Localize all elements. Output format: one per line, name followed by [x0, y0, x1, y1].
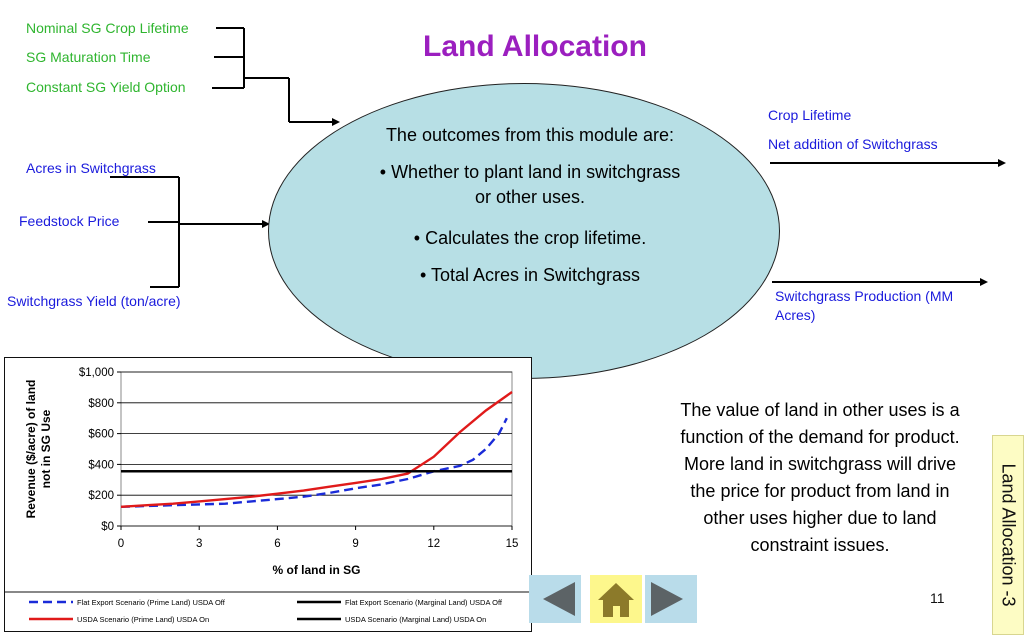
- triangle-left-icon: [543, 582, 575, 616]
- legend-label-2: Flat Export Scenario (Marginal Land) USD…: [345, 598, 503, 607]
- input-constant-sg-yield-option: Constant SG Yield Option: [26, 79, 186, 95]
- x-tick-label: 6: [274, 538, 280, 550]
- y-tick-label: $200: [88, 490, 114, 502]
- x-tick-label: 12: [427, 538, 440, 550]
- legend-label-4: USDA Scenario (Marginal Land) USDA On: [345, 615, 486, 624]
- y-axis-label-line-2: not in SG Use: [39, 409, 53, 488]
- ellipse-bullet-1-line-1: • Whether to plant land in switchgrass: [379, 162, 681, 182]
- y-tick-label: $1,000: [79, 367, 114, 379]
- output-switchgrass-production-line2: Acres): [775, 307, 816, 323]
- module-ellipse: [268, 83, 780, 379]
- chart-svg: $0 $200 $400 $600 $800 $1,000 0 3 6 9 12 15 % of lan…: [5, 367, 530, 624]
- ellipse-bullet-3: • Total Acres in Switchgrass: [419, 265, 641, 285]
- legend-label-1: Flat Export Scenario (Prime Land) USDA O…: [77, 598, 226, 607]
- input-acres-in-switchgrass: Acres in Switchgrass: [26, 160, 156, 176]
- value-paragraph: The value of land in other uses is a fun…: [650, 397, 990, 559]
- x-tick-label: 9: [352, 538, 358, 550]
- house-icon: [598, 583, 634, 617]
- ellipse-bullet-2: • Calculates the crop lifetime.: [413, 228, 647, 248]
- y-tick-label: $800: [88, 398, 114, 410]
- input-nominal-sg-crop-lifetime: Nominal SG Crop Lifetime: [26, 20, 189, 36]
- input-feedstock-price: Feedstock Price: [19, 213, 120, 229]
- revenue-chart: $0 $200 $400 $600 $800 $1,000 0 3 6 9 12 15 % of lan…: [4, 357, 532, 632]
- value-line-6: constraint issues.: [750, 535, 890, 555]
- value-line-4: the price for product from land in: [690, 481, 950, 501]
- y-tick-label: $0: [101, 521, 114, 533]
- prev-slide-button[interactable]: [529, 575, 581, 623]
- y-tick-label: $400: [88, 459, 114, 471]
- triangle-right-icon: [651, 582, 683, 616]
- ellipse-heading: The outcomes from this module are:: [385, 125, 675, 145]
- y-tick-label: $600: [88, 429, 114, 441]
- output-crop-lifetime: Crop Lifetime: [768, 107, 852, 123]
- slide-title: Land Allocation: [423, 30, 647, 63]
- value-line-3: More land in switchgrass will drive: [683, 454, 957, 474]
- y-axis-label-line-1: Revenue ($/acre) of land: [24, 380, 38, 519]
- input-sg-maturation-time: SG Maturation Time: [26, 49, 151, 65]
- x-tick-label: 3: [196, 538, 202, 550]
- value-line-5: other uses higher due to land: [703, 508, 937, 528]
- value-line-2: function of the demand for product.: [680, 427, 960, 447]
- input-switchgrass-yield: Switchgrass Yield (ton/acre): [7, 293, 181, 309]
- x-tick-label: 0: [118, 538, 124, 550]
- x-tick-label: 15: [506, 538, 519, 550]
- series-line-3: [120, 391, 513, 508]
- x-axis-label: % of land in SG: [272, 563, 360, 577]
- legend-label-3: USDA Scenario (Prime Land) USDA On: [77, 615, 209, 624]
- ellipse-bullet-1-line-2: or other uses.: [474, 187, 586, 207]
- next-slide-button[interactable]: [645, 575, 697, 623]
- page-number: 11: [930, 590, 945, 606]
- value-line-1: The value of land in other uses is a: [680, 400, 960, 420]
- output-net-addition-of-switchgrass: Net addition of Switchgrass: [768, 136, 938, 152]
- series-line-1: [120, 417, 508, 508]
- home-button[interactable]: [590, 575, 642, 623]
- output-switchgrass-production-line1: Switchgrass Production (MM: [775, 288, 954, 304]
- section-side-tab: Land Allocation -3: [992, 435, 1024, 635]
- side-tab-label: Land Allocation -3: [998, 463, 1019, 607]
